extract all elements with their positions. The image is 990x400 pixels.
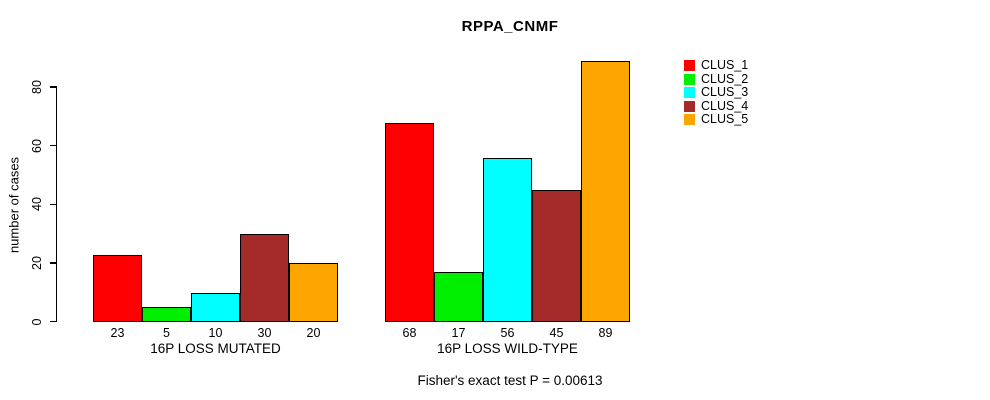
bar-value-label: 30 [257, 326, 272, 340]
y-tick-mark [50, 144, 57, 147]
legend-item-clus_1: CLUS_1 [684, 58, 749, 73]
legend-item-clus_2: CLUS_2 [684, 71, 749, 87]
bar-clus_3-group2 [483, 157, 532, 322]
bar-clus_1-group1 [93, 254, 142, 322]
bar-clus_1-group2 [385, 122, 434, 322]
y-tick-label: 60 [30, 138, 44, 153]
legend-label: CLUS_1 [701, 58, 749, 72]
y-tick-label: 80 [30, 80, 44, 95]
legend-swatch-icon [684, 73, 695, 85]
legend-label: CLUS_5 [701, 112, 749, 126]
bar-clus_2-group2 [434, 271, 483, 322]
bar-value-label: 45 [549, 326, 564, 340]
y-tick-label: 0 [30, 318, 44, 325]
bar-value-label: 23 [110, 326, 125, 340]
y-tick-label: 40 [30, 197, 44, 212]
bar-clus_3-group1 [191, 292, 240, 322]
chart-title: RPPA_CNMF [461, 18, 559, 35]
bar-value-label: 68 [402, 326, 417, 340]
y-tick-label: 20 [30, 255, 44, 270]
bar-value-label: 10 [208, 326, 223, 340]
legend: CLUS_1 CLUS_2 CLUS_3 CLUS_4 CLUS_5 [684, 58, 749, 127]
legend-label: CLUS_4 [701, 98, 749, 113]
chart-title-wrap: RPPA_CNMF [57, 18, 963, 36]
bar-value-label: 17 [451, 326, 466, 340]
y-axis-label: number of cases [6, 156, 22, 254]
legend-label: CLUS_2 [701, 71, 749, 86]
legend-label: CLUS_3 [701, 85, 749, 99]
bar-clus_5-group1 [289, 262, 338, 322]
bar-value-label: 56 [500, 326, 515, 340]
group-label: 16P LOSS MUTATED [150, 341, 281, 356]
group-label: 16P LOSS WILD-TYPE [437, 341, 578, 356]
bar-clus_4-group1 [240, 233, 289, 322]
stat-test-label: Fisher's exact test P = 0.00613 [417, 373, 603, 388]
y-tick-mark [50, 86, 57, 88]
bar-value-label: 89 [598, 326, 613, 340]
footnote-wrap: Fisher's exact test P = 0.00613 [57, 372, 963, 390]
bar-clus_4-group2 [532, 189, 581, 322]
y-tick-mark [50, 203, 57, 206]
legend-swatch-icon [684, 100, 695, 112]
bar-value-label: 5 [163, 326, 170, 340]
legend-item-clus_4: CLUS_4 [684, 98, 749, 114]
legend-swatch-icon [684, 114, 695, 126]
legend-swatch-icon [684, 87, 695, 99]
y-tick-mark [50, 320, 57, 323]
legend-item-clus_3: CLUS_3 [684, 85, 749, 100]
bar-value-label: 20 [306, 326, 321, 340]
bar-clus_2-group1 [142, 306, 191, 322]
y-tick-mark [50, 262, 57, 264]
legend-item-clus_5: CLUS_5 [684, 112, 749, 127]
legend-swatch-icon [684, 60, 695, 72]
bar-clus_5-group2 [581, 60, 630, 322]
